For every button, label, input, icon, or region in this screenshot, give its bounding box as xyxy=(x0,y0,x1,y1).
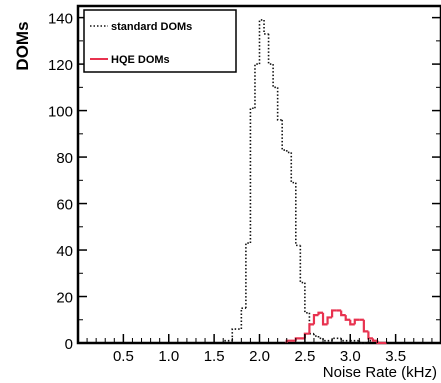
histogram-bin xyxy=(371,338,378,342)
histogram-bin xyxy=(258,19,265,65)
x-tick-label: 3.5 xyxy=(385,348,406,365)
histogram-bin xyxy=(321,312,328,326)
x-tick-label: 2.0 xyxy=(249,348,270,365)
histogram-bin xyxy=(308,323,314,334)
histogram-bin xyxy=(353,318,360,325)
y-tick-label: 40 xyxy=(56,243,73,260)
y-tick-label: 120 xyxy=(48,57,73,74)
legend-label-standard: standard DOMs xyxy=(111,21,192,33)
legend-label-hqe: HQE DOMs xyxy=(111,54,170,66)
histogram-bin xyxy=(249,107,255,244)
legend-box xyxy=(83,9,237,73)
y-tick-label: 60 xyxy=(56,197,73,214)
histogram-bin xyxy=(312,314,319,325)
histogram-bin xyxy=(362,319,369,333)
histogram-bin xyxy=(245,242,251,309)
y-tick-label: 20 xyxy=(56,290,73,307)
histogram-bin xyxy=(254,63,260,109)
histogram-bin xyxy=(285,150,292,154)
histogram-bin xyxy=(317,311,324,316)
x-tick-label: 0.5 xyxy=(113,348,134,365)
histogram-bin xyxy=(344,315,351,321)
x-tick-label: 1.0 xyxy=(158,348,179,365)
legend: standard DOMs HQE DOMs xyxy=(83,9,237,73)
histogram-bin xyxy=(231,328,242,341)
histogram-bin xyxy=(340,310,346,317)
x-tick-label: 1.5 xyxy=(204,348,225,365)
y-axis-label: DOMs xyxy=(13,21,32,70)
x-tick-label: 3.0 xyxy=(340,348,361,365)
y-tick-label: 0 xyxy=(65,336,73,353)
histogram-bin xyxy=(331,309,337,318)
x-tick-label: 2.5 xyxy=(294,348,315,365)
histogram-bin xyxy=(317,336,324,340)
histogram-bin xyxy=(272,64,278,89)
histogram-bin xyxy=(349,319,355,326)
y-tick-label: 100 xyxy=(48,104,73,121)
histogram-bin xyxy=(326,316,333,325)
y-tick-label: 80 xyxy=(56,150,73,167)
histogram-bin xyxy=(276,87,283,121)
y-tick-label: 140 xyxy=(48,11,73,28)
x-axis-label: Noise Rate (kHz) xyxy=(323,364,437,381)
histogram-bin xyxy=(263,19,269,35)
histogram-bin xyxy=(313,333,319,337)
